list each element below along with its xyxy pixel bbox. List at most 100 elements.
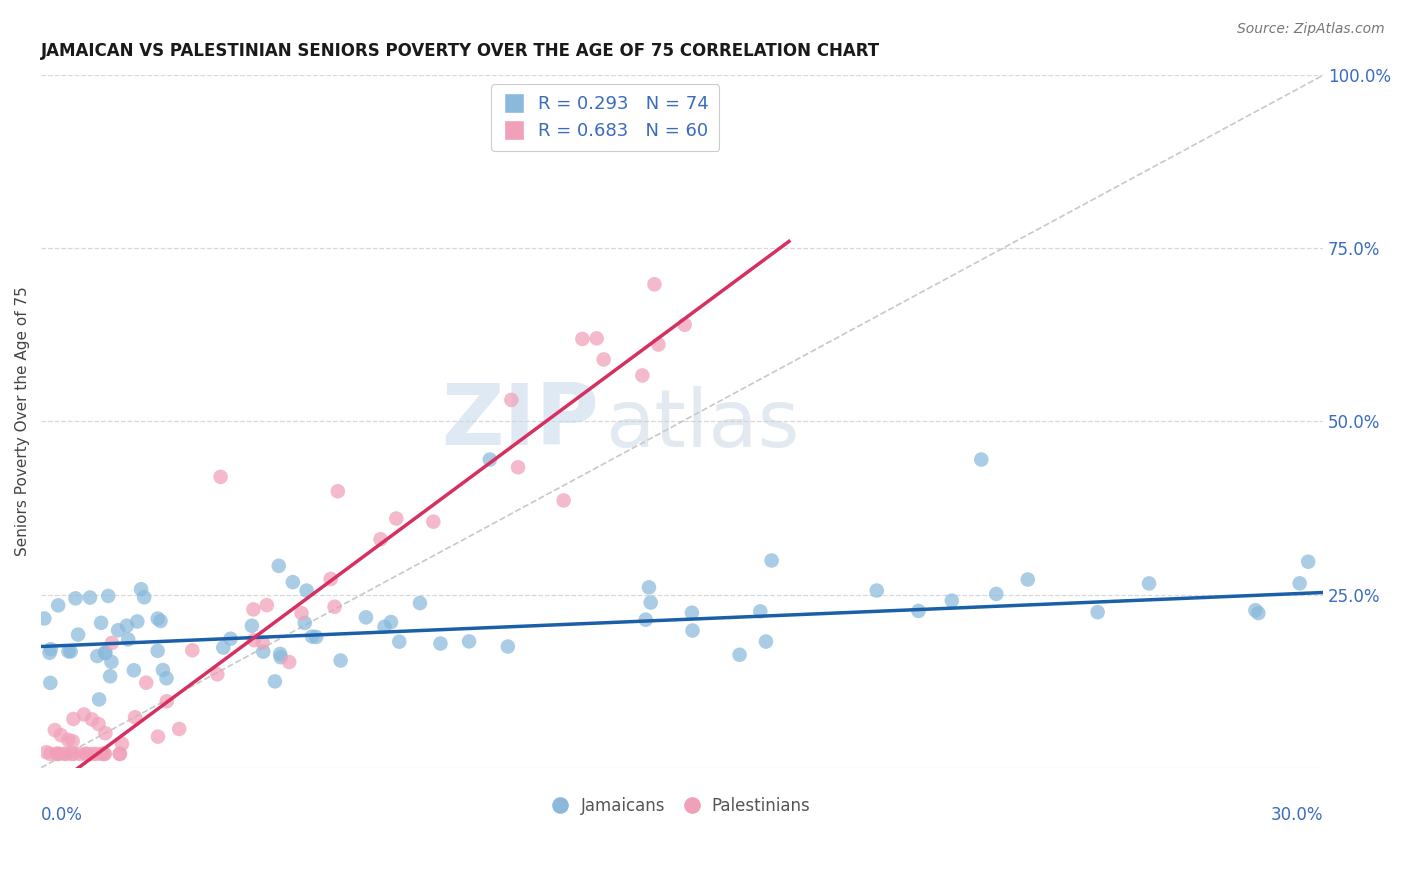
Point [1017,573,1039,587]
Point [1296,555,1319,569]
Point [1247,606,1270,620]
Point [49,728,72,742]
Point [111,737,134,751]
Y-axis label: Seniors Poverty Over the Age of 75: Seniors Poverty Over the Age of 75 [15,286,30,557]
Point [94,646,117,660]
Point [388,634,411,648]
Point [682,624,704,638]
Text: ZIP: ZIP [441,380,599,463]
Point [55,747,77,761]
Point [79,591,101,605]
Point [592,352,614,367]
Point [98,669,121,683]
Point [94,747,117,761]
Point [478,452,501,467]
Point [970,452,993,467]
Point [986,587,1008,601]
Point [907,604,929,618]
Point [243,633,266,648]
Point [281,575,304,590]
Point [319,572,342,586]
Point [60,747,83,761]
Point [87,692,110,706]
Point [458,634,481,648]
Point [62,712,84,726]
Point [242,602,264,616]
Point [155,671,177,685]
Point [506,460,529,475]
Point [65,591,87,606]
Point [409,596,432,610]
Point [256,598,278,612]
Point [101,636,124,650]
Point [681,606,703,620]
Point [385,511,408,525]
Point [219,632,242,646]
Point [295,583,318,598]
Point [326,484,349,499]
Point [53,747,76,761]
Point [127,615,149,629]
Point [34,611,56,625]
Point [58,732,80,747]
Point [90,615,112,630]
Point [181,643,204,657]
Point [39,676,62,690]
Point [673,318,696,332]
Point [62,734,84,748]
Point [429,636,451,650]
Point [75,747,97,761]
Point [269,647,291,661]
Point [97,589,120,603]
Point [87,717,110,731]
Point [294,615,316,630]
Point [1288,576,1310,591]
Point [585,331,607,345]
Point [80,713,103,727]
Point [94,646,117,660]
Point [496,640,519,654]
Point [755,634,778,648]
Point [86,648,108,663]
Point [107,624,129,638]
Point [94,726,117,740]
Point [631,368,654,383]
Point [501,392,523,407]
Point [146,644,169,658]
Point [76,747,98,761]
Point [129,582,152,597]
Point [156,694,179,708]
Point [35,745,58,759]
Point [866,583,889,598]
Point [207,667,229,681]
Point [252,645,274,659]
Point [149,614,172,628]
Point [749,604,772,618]
Point [44,723,66,737]
Point [290,606,312,620]
Point [39,747,62,761]
Point [571,332,593,346]
Point [46,599,69,613]
Point [122,663,145,677]
Point [69,747,91,761]
Point [46,747,69,761]
Point [380,615,402,629]
Point [267,558,290,573]
Point [146,611,169,625]
Point [252,635,274,649]
Point [634,613,657,627]
Point [100,655,122,669]
Point [354,610,377,624]
Point [761,553,783,567]
Text: Source: ZipAtlas.com: Source: ZipAtlas.com [1237,22,1385,37]
Point [58,644,80,658]
Point [108,747,131,761]
Point [91,747,114,761]
Point [370,533,392,547]
Point [1087,605,1109,619]
Point [240,619,263,633]
Point [941,593,963,607]
Point [86,747,108,761]
Point [323,599,346,614]
